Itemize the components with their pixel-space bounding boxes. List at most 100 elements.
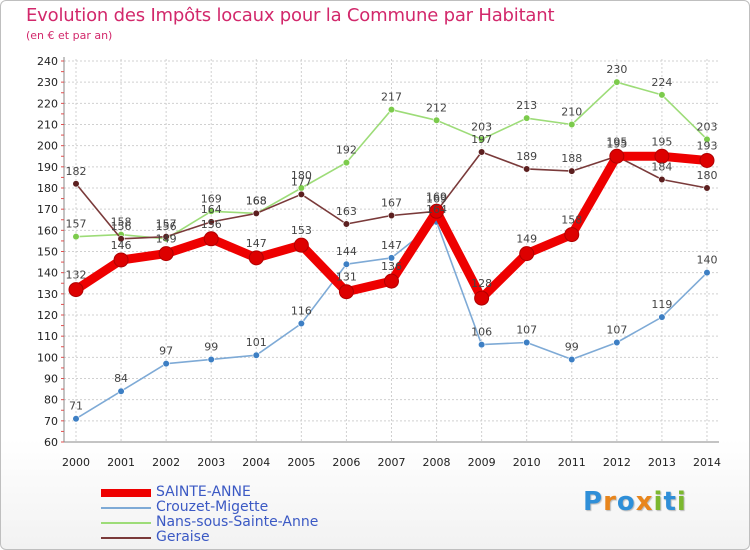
data-label-sainte-anne: 147 — [246, 237, 267, 250]
y-tick-label: 130 — [37, 288, 58, 301]
legend-item-geraise: Geraise — [101, 530, 421, 545]
data-point-crouzet-migette — [568, 355, 576, 364]
legend-item-crouzet-migette: Crouzet-Migette — [101, 500, 421, 515]
data-point-nans-sous-sainte-anne — [658, 91, 666, 99]
data-label-nans-sous-sainte-anne: 158 — [111, 216, 132, 229]
y-tick-label: 80 — [44, 394, 58, 407]
legend-label: SAINTE-ANNE — [156, 484, 251, 500]
data-label-crouzet-migette: 101 — [246, 336, 267, 349]
y-tick-label: 210 — [37, 119, 58, 132]
data-point-crouzet-migette — [117, 387, 125, 395]
data-label-crouzet-migette: 99 — [204, 340, 218, 353]
data-point-geraise — [297, 190, 305, 198]
data-label-crouzet-migette: 99 — [565, 340, 579, 353]
data-point-crouzet-migette — [342, 260, 351, 268]
data-point-sainte-anne — [564, 227, 580, 243]
x-tick-label: 2007 — [377, 456, 405, 469]
y-tick-label: 230 — [37, 76, 58, 89]
data-label-nans-sous-sainte-anne: 203 — [471, 120, 492, 133]
data-point-geraise — [478, 148, 486, 156]
x-tick-label: 2012 — [603, 456, 631, 469]
data-label-nans-sous-sainte-anne: 224 — [651, 76, 672, 89]
data-point-nans-sous-sainte-anne — [523, 114, 531, 122]
data-label-crouzet-migette: 116 — [291, 304, 312, 317]
legend-label: Geraise — [156, 529, 210, 545]
x-tick-label: 2003 — [197, 456, 225, 469]
data-point-crouzet-migette — [658, 313, 666, 321]
data-point-crouzet-migette — [523, 338, 531, 347]
data-point-geraise — [207, 218, 215, 226]
data-label-nans-sous-sainte-anne: 157 — [66, 218, 87, 231]
data-label-geraise: 167 — [381, 197, 402, 210]
y-tick-label: 160 — [37, 224, 58, 237]
data-point-geraise — [72, 180, 80, 188]
data-label-sainte-anne: 195 — [651, 135, 672, 148]
data-label-crouzet-migette: 106 — [471, 326, 492, 339]
data-label-sainte-anne: 136 — [381, 260, 402, 273]
data-point-nans-sous-sainte-anne — [387, 106, 396, 114]
data-point-geraise — [162, 233, 170, 241]
data-point-nans-sous-sainte-anne — [72, 233, 80, 241]
data-label-nans-sous-sainte-anne: 168 — [246, 194, 267, 207]
data-point-geraise — [252, 209, 260, 217]
data-label-crouzet-migette: 97 — [159, 345, 173, 358]
data-label-nans-sous-sainte-anne: 212 — [426, 101, 447, 114]
data-point-sainte-anne — [609, 148, 625, 164]
y-tick-label: 170 — [37, 203, 58, 216]
legend-label: Crouzet-Migette — [156, 499, 269, 515]
data-point-nans-sous-sainte-anne — [342, 159, 351, 167]
data-label-sainte-anne: 193 — [696, 139, 717, 152]
data-point-nans-sous-sainte-anne — [432, 116, 441, 124]
data-point-geraise — [568, 167, 576, 175]
data-point-geraise — [658, 175, 666, 184]
data-point-geraise — [117, 235, 125, 243]
data-label-geraise: 164 — [201, 203, 222, 216]
legend-item-sainte-anne: SAINTE-ANNE — [101, 485, 421, 500]
data-label-crouzet-migette: 107 — [606, 324, 627, 337]
data-point-crouzet-migette — [387, 254, 396, 262]
data-label-sainte-anne: 195 — [606, 135, 627, 148]
data-label-sainte-anne: 146 — [111, 239, 132, 252]
y-tick-label: 200 — [37, 140, 58, 153]
data-label-nans-sous-sainte-anne: 180 — [291, 169, 312, 182]
data-label-geraise: 184 — [651, 161, 672, 174]
legend-swatch — [101, 489, 151, 497]
data-label-geraise: 182 — [66, 165, 87, 178]
data-label-geraise: 197 — [471, 133, 492, 146]
data-point-sainte-anne — [203, 231, 219, 247]
data-point-crouzet-migette — [478, 341, 486, 349]
x-tick-label: 2002 — [152, 456, 180, 469]
data-label-nans-sous-sainte-anne: 217 — [381, 91, 402, 104]
data-point-sainte-anne — [519, 246, 535, 262]
data-label-geraise: 195 — [606, 137, 627, 150]
data-label-geraise: 180 — [696, 169, 717, 182]
data-point-sainte-anne — [248, 250, 264, 266]
x-tick-label: 2008 — [423, 456, 451, 469]
data-label-geraise: 168 — [246, 194, 267, 207]
y-tick-label: 150 — [37, 246, 58, 259]
data-point-sainte-anne — [429, 203, 445, 219]
data-point-sainte-anne — [113, 252, 129, 268]
data-label-crouzet-migette: 119 — [651, 298, 672, 311]
data-label-nans-sous-sainte-anne: 156 — [156, 220, 177, 233]
x-tick-label: 2013 — [648, 456, 676, 469]
data-label-geraise: 189 — [516, 150, 537, 163]
y-tick-label: 100 — [37, 351, 58, 364]
data-point-nans-sous-sainte-anne — [613, 78, 621, 86]
data-label-geraise: 163 — [336, 205, 357, 218]
data-point-crouzet-migette — [297, 319, 305, 328]
data-label-geraise: 188 — [561, 152, 582, 165]
data-point-nans-sous-sainte-anne — [703, 135, 711, 143]
legend-item-nans-sous-sainte-anne: Nans-sous-Sainte-Anne — [101, 515, 421, 530]
x-tick-label: 2011 — [558, 456, 586, 469]
y-tick-label: 110 — [37, 330, 58, 343]
data-label-geraise: 157 — [156, 218, 177, 231]
legend: SAINTE-ANNE Crouzet-Migette Nans-sous-Sain… — [101, 485, 421, 545]
data-label-sainte-anne: 169 — [426, 190, 447, 203]
y-tick-label: 70 — [44, 415, 58, 428]
x-tick-label: 2004 — [242, 456, 270, 469]
x-tick-label: 2006 — [332, 456, 360, 469]
data-point-nans-sous-sainte-anne — [478, 135, 486, 143]
data-point-crouzet-migette — [72, 415, 80, 423]
